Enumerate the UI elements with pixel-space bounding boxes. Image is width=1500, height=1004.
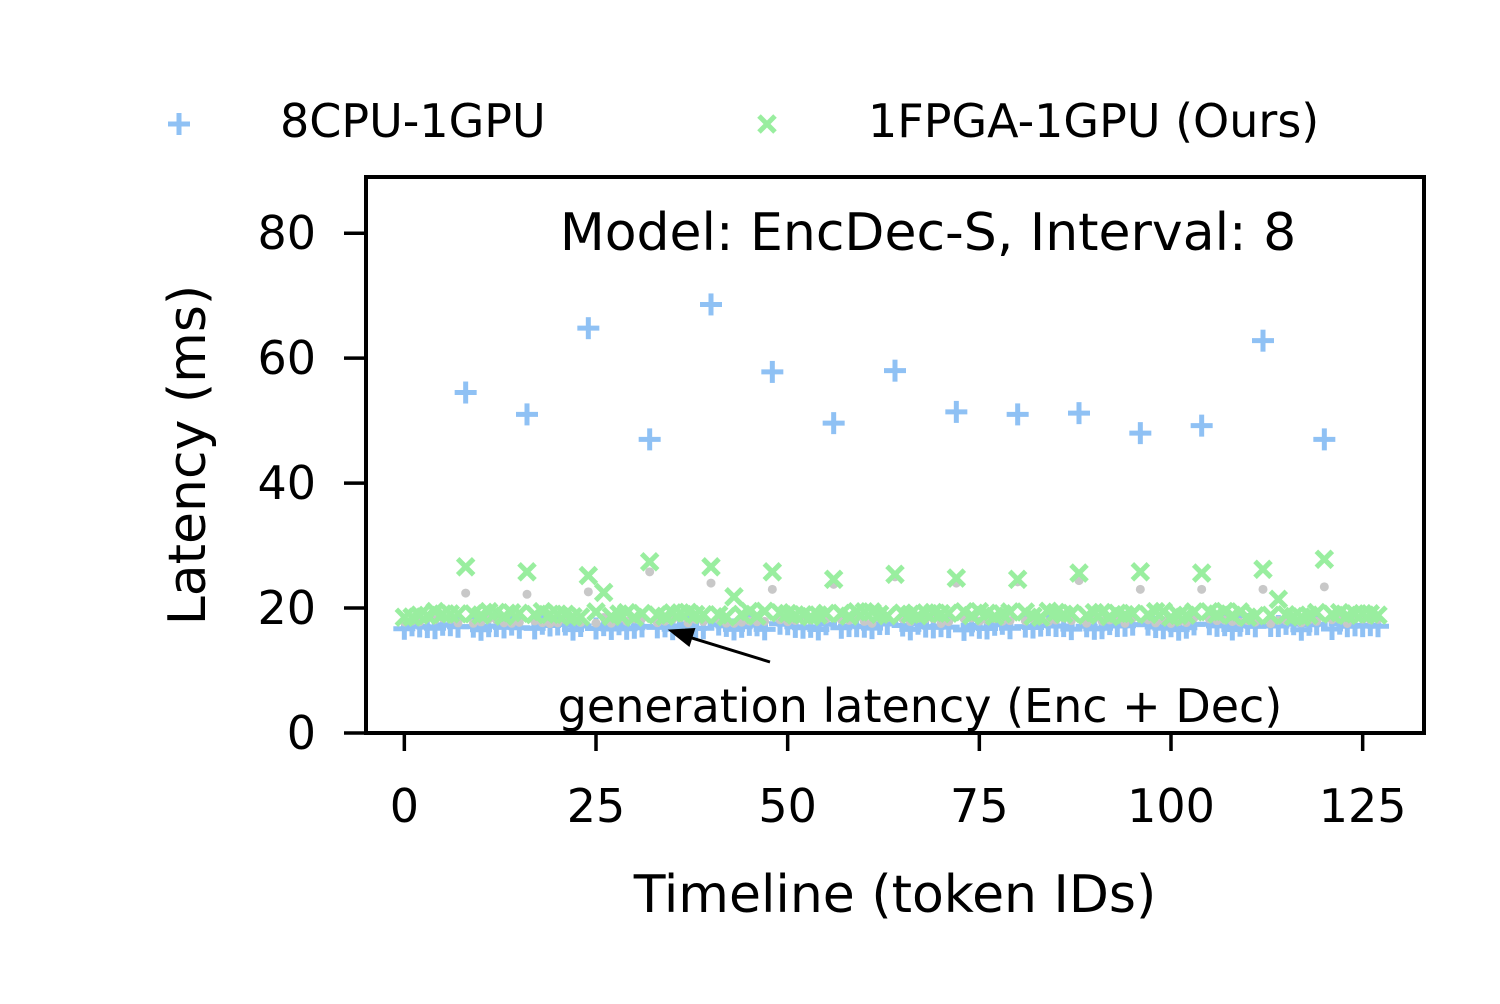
data-point xyxy=(877,605,898,626)
legend-plus-icon xyxy=(168,113,190,135)
data-point xyxy=(1314,549,1335,570)
data-point xyxy=(1197,584,1207,594)
data-point xyxy=(1266,619,1276,629)
legend-label-1fpga-1gpu: 1FPGA-1GPU (Ours) xyxy=(868,94,1319,148)
data-point xyxy=(1253,559,1273,580)
data-point xyxy=(578,565,599,586)
data-point xyxy=(1319,582,1329,592)
data-point xyxy=(1260,605,1281,626)
data-point xyxy=(1191,563,1212,583)
data-points xyxy=(393,293,1389,641)
legend-label-8cpu-1gpu: 8CPU-1GPU xyxy=(280,94,546,148)
y-tick-label: 20 xyxy=(257,581,316,635)
data-point xyxy=(693,604,714,625)
data-point xyxy=(946,568,967,588)
series-1fpga-1gpu-ours xyxy=(394,549,1388,628)
data-point xyxy=(522,589,532,599)
data-point xyxy=(1068,402,1090,425)
data-point xyxy=(822,412,845,435)
y-tick-label: 40 xyxy=(257,456,316,510)
y-tick-label: 0 xyxy=(287,706,316,760)
x-tick-label: 25 xyxy=(567,779,626,833)
data-point xyxy=(461,588,471,598)
data-point xyxy=(639,552,660,572)
data-point xyxy=(816,603,836,624)
data-point xyxy=(1007,569,1028,590)
data-point xyxy=(593,582,614,603)
data-point xyxy=(938,603,959,624)
data-point xyxy=(583,587,593,597)
data-point xyxy=(1258,584,1268,594)
legend-x-icon xyxy=(757,114,777,134)
data-point xyxy=(1245,605,1266,626)
arrow-annotation-text: generation latency (Enc + Dec) xyxy=(558,679,1283,733)
model-interval-annotation: Model: EncDec-S, Interval: 8 xyxy=(560,203,1296,263)
x-tick-label: 125 xyxy=(1319,779,1407,833)
y-axis-label: Latency (ms) xyxy=(158,285,218,625)
data-point xyxy=(706,578,716,588)
x-tick-label: 0 xyxy=(390,779,419,833)
data-point xyxy=(1061,603,1082,624)
data-point xyxy=(700,293,722,316)
data-point xyxy=(1122,603,1143,624)
data-point xyxy=(1184,602,1204,622)
data-point xyxy=(509,603,530,624)
y-tick-label: 60 xyxy=(257,331,316,385)
data-point xyxy=(885,564,905,585)
data-point xyxy=(754,601,775,622)
data-point xyxy=(454,381,477,404)
data-point xyxy=(761,360,784,383)
data-point xyxy=(701,557,721,577)
data-point xyxy=(1306,602,1327,623)
data-point xyxy=(1190,414,1213,437)
data-point xyxy=(1268,589,1289,610)
data-point xyxy=(716,607,737,627)
data-point xyxy=(1000,602,1020,622)
data-point xyxy=(1135,584,1145,594)
data-point xyxy=(517,562,537,582)
y-axis-ticks: 0 20 40 60 80 xyxy=(257,206,366,760)
arrow-annotation: generation latency (Enc + Dec) xyxy=(558,627,1283,733)
plot-frame xyxy=(364,175,1426,735)
data-point xyxy=(1130,562,1151,582)
data-point xyxy=(945,400,968,423)
data-point xyxy=(638,428,661,451)
data-point xyxy=(1252,329,1274,352)
data-point xyxy=(1368,605,1388,625)
data-point xyxy=(455,557,476,577)
data-point xyxy=(586,602,606,622)
data-point xyxy=(1006,403,1029,426)
data-point xyxy=(577,317,600,340)
x-tick-label: 50 xyxy=(758,779,817,833)
y-tick-label: 80 xyxy=(257,206,316,260)
x-tick-label: 75 xyxy=(950,779,1009,833)
data-point xyxy=(1313,428,1336,451)
data-point xyxy=(724,587,744,607)
data-point xyxy=(762,562,783,582)
data-point xyxy=(570,607,591,627)
x-axis-label: Timeline (token IDs) xyxy=(633,865,1157,925)
data-point xyxy=(767,584,777,594)
legend-marker-1fpga-1gpu xyxy=(757,114,777,134)
data-point xyxy=(823,569,844,590)
legend-marker-8cpu-1gpu xyxy=(168,113,190,135)
data-point xyxy=(448,604,468,624)
legend: 8CPU-1GPU 1FPGA-1GPU (Ours) xyxy=(168,94,1319,148)
x-tick-label: 100 xyxy=(1127,779,1215,833)
data-point xyxy=(1069,563,1089,583)
annotation-arrow-line xyxy=(687,635,771,664)
data-point xyxy=(1129,422,1152,445)
data-point xyxy=(884,359,906,382)
x-axis-ticks: 0 25 50 75 100 125 xyxy=(390,733,1407,833)
data-point xyxy=(645,567,655,577)
data-point xyxy=(516,403,538,426)
data-point xyxy=(632,603,652,624)
data-point xyxy=(591,618,601,628)
annotation-arrow-head xyxy=(667,627,696,648)
